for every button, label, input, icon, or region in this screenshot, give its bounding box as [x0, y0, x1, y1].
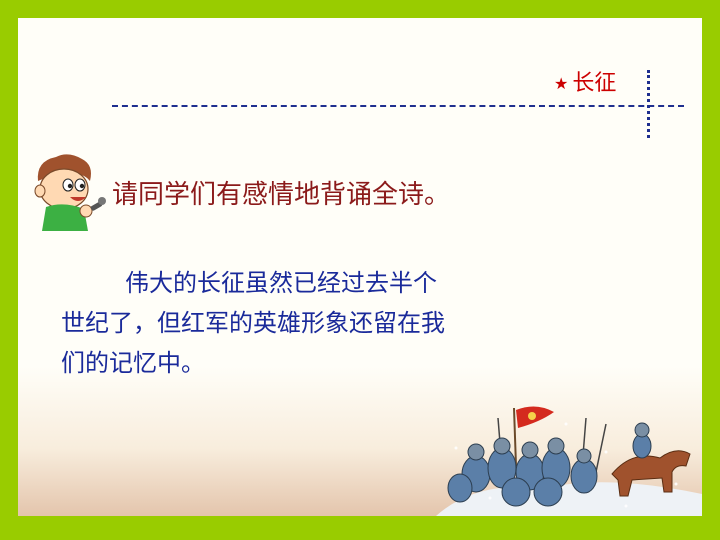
red-army-march-illustration	[436, 388, 702, 516]
dashed-divider-vertical	[647, 70, 650, 138]
body-paragraph: 伟大的长征虽然已经过去半个 世纪了，但红军的英雄形象还留在我 们的记忆中。	[61, 263, 601, 383]
paragraph-line: 世纪了，但红军的英雄形象还留在我	[61, 303, 601, 343]
star-icon: ★	[554, 76, 568, 92]
cartoon-kid-microphone-icon	[28, 151, 106, 231]
recite-prompt: 请同学们有感情地背诵全诗。	[112, 178, 450, 212]
paragraph-line: 们的记忆中。	[61, 343, 601, 383]
dashed-divider-horizontal	[112, 105, 684, 107]
title-text: 长征	[572, 73, 616, 95]
slide-panel: ★ 长征 请同学们有感情地背诵全诗。	[18, 18, 702, 516]
slide-title: ★ 长征	[554, 68, 616, 100]
paragraph-line: 伟大的长征虽然已经过去半个	[61, 263, 601, 303]
